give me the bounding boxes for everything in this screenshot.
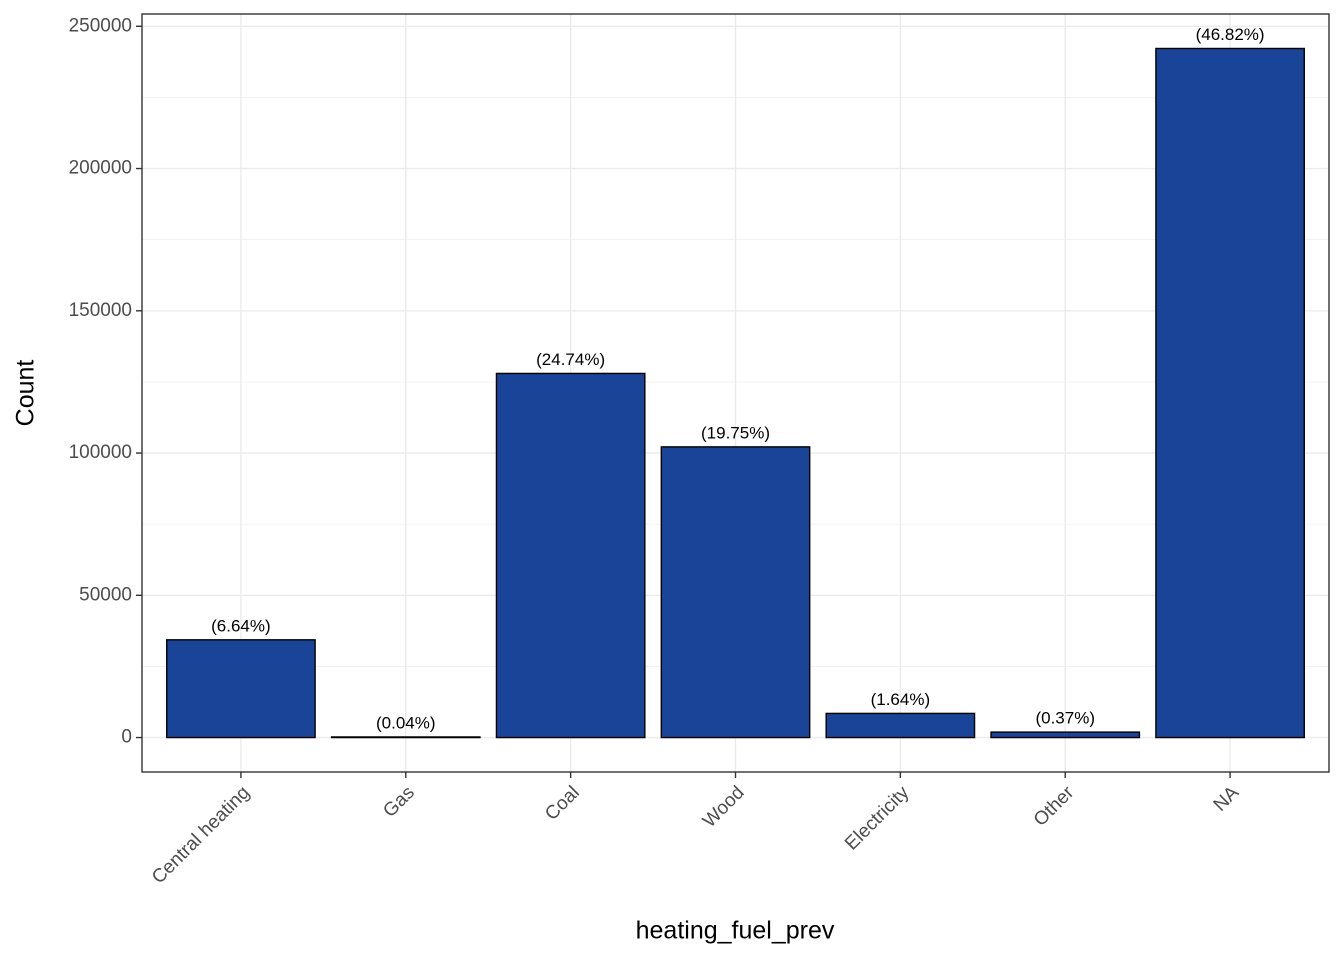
x-tick-label: Other [1030, 782, 1079, 831]
y-tick-label: 100000 [69, 442, 132, 463]
y-tick-label: 200000 [69, 158, 132, 179]
y-tick-label: 250000 [69, 15, 132, 36]
x-tick-label: Wood [699, 782, 749, 832]
data-label: (19.75%) [701, 423, 770, 442]
x-tick-label: NA [1210, 782, 1244, 816]
bar [660, 446, 811, 739]
bar [166, 639, 316, 739]
x-axis-title: heating_fuel_prev [636, 917, 835, 945]
x-tick-label: Coal [541, 782, 583, 824]
bar [495, 372, 646, 739]
data-label: (24.74%) [536, 350, 605, 369]
bar [990, 731, 1141, 739]
x-tick-label: Electricity [841, 782, 914, 855]
y-tick-label: 50000 [79, 584, 132, 605]
data-label: (1.64%) [871, 690, 931, 709]
x-tick-label: Gas [379, 782, 418, 821]
plot-border [141, 13, 1330, 773]
data-label: (6.64%) [211, 616, 271, 635]
x-tick-label: Central heating [148, 782, 254, 888]
data-label: (0.37%) [1035, 709, 1095, 728]
y-tick-label: 0 [121, 727, 132, 748]
data-label: (0.04%) [376, 713, 436, 732]
y-tick-label: 150000 [69, 300, 132, 321]
bar [825, 712, 976, 739]
data-label: (46.82%) [1196, 25, 1265, 44]
bar [330, 736, 481, 739]
y-axis-title: Count [12, 360, 40, 427]
bar [1155, 47, 1305, 739]
